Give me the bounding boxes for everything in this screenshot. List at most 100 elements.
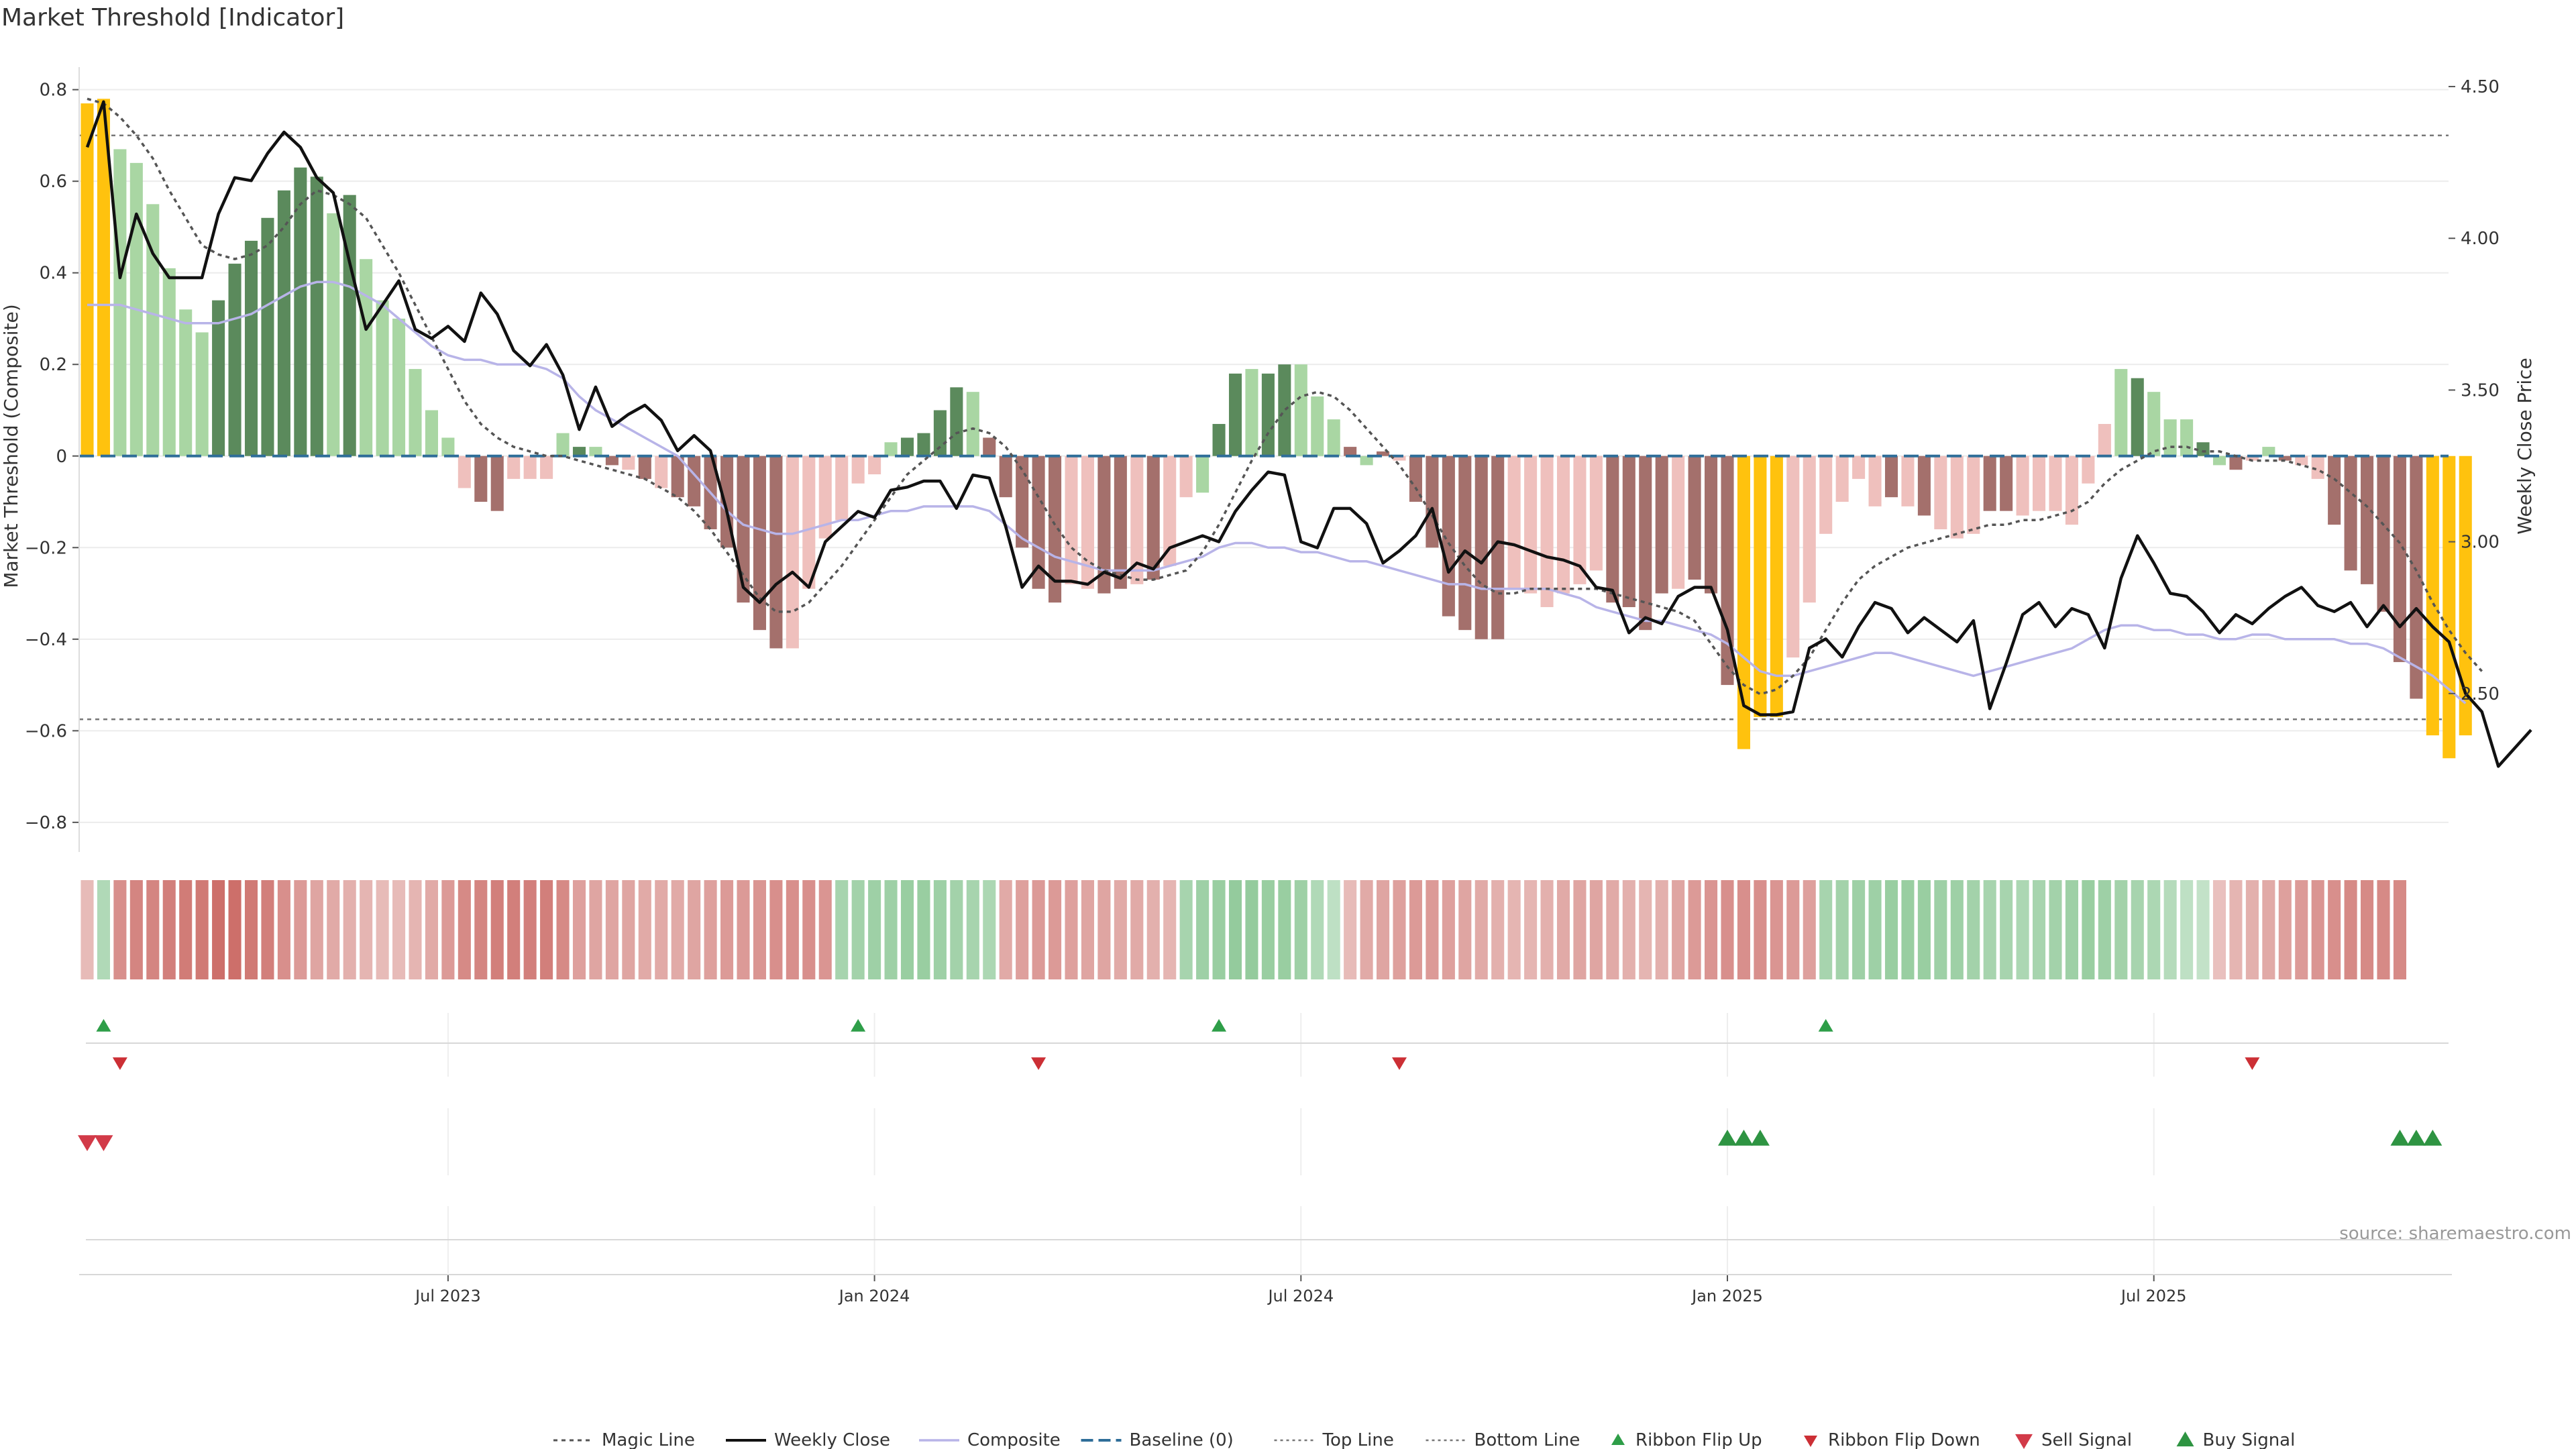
ribbon-flip-down-marker [112, 1057, 127, 1070]
composite-bar [1393, 455, 1406, 461]
ribbon-flip-up-marker [1212, 1019, 1227, 1032]
composite-bar [802, 455, 816, 589]
ribbon-cell [129, 880, 143, 979]
ribbon-cell [2065, 880, 2078, 979]
composite-bar [2131, 378, 2144, 456]
composite-bar [1835, 455, 1849, 502]
composite-bar [1097, 455, 1111, 594]
composite-bar [441, 437, 455, 456]
composite-bar [1934, 455, 1947, 529]
ribbon-cell [1377, 880, 1390, 979]
x-tick-label: Jul 2024 [1267, 1287, 1334, 1305]
y-axis-label: Market Threshold (Composite) [0, 304, 22, 588]
y2-tick-label: 4.00 [2461, 229, 2500, 249]
ribbon-cell [1573, 880, 1587, 979]
composite-bar [1278, 364, 1291, 456]
ribbon-cell [966, 880, 979, 979]
composite-bar [2000, 455, 2013, 511]
ribbon-cell [638, 880, 651, 979]
ribbon-cell [1917, 880, 1931, 979]
ribbon-cell [1278, 880, 1291, 979]
ribbon-cell [2049, 880, 2062, 979]
ribbon-cell [1049, 880, 1062, 979]
composite-bar [2016, 455, 2029, 516]
y-tick-label: 0.8 [40, 80, 67, 101]
ribbon-cell [490, 880, 504, 979]
ribbon-cell [1705, 880, 1718, 979]
composite-bar [474, 455, 488, 502]
legend-marker [2015, 1434, 2033, 1449]
ribbon-cell [999, 880, 1012, 979]
composite-bar [113, 149, 127, 456]
ribbon-cell [146, 880, 160, 979]
composite-bar [1261, 373, 1275, 456]
ribbon-cell [950, 880, 963, 979]
ribbon-flip-up-marker [851, 1019, 866, 1032]
ribbon-cell [2147, 880, 2161, 979]
composite-bar [310, 176, 323, 456]
composite-bar [1016, 455, 1029, 548]
ribbon-cell [1081, 880, 1094, 979]
ribbon-cell [851, 880, 865, 979]
composite-bar [1754, 455, 1767, 717]
composite-bar [622, 455, 635, 470]
composite-bar [1852, 455, 1866, 479]
composite-bar [1524, 455, 1538, 594]
ribbon-cell [818, 880, 832, 979]
ribbon-cell [933, 880, 947, 979]
ribbon-cell [802, 880, 816, 979]
composite-bar [261, 217, 274, 456]
composite-bar [2361, 455, 2374, 584]
composite-bar [2180, 419, 2194, 456]
ribbon-cell [1819, 880, 1833, 979]
composite-bar [2229, 455, 2243, 470]
composite-bar [655, 455, 668, 488]
ribbon-cell [458, 880, 471, 979]
ribbon-cell [228, 880, 241, 979]
composite-bar [1705, 455, 1718, 594]
ribbon-cell [162, 880, 176, 979]
composite-bar [360, 259, 373, 456]
ribbon-cell [622, 880, 635, 979]
buy-signal-marker [2390, 1130, 2410, 1146]
composite-bar [1950, 455, 1964, 539]
y-tick-label: 0.6 [40, 172, 67, 192]
composite-bar [97, 99, 110, 456]
legend-label: Ribbon Flip Down [1828, 1430, 1980, 1449]
magic-line [87, 97, 2483, 696]
ribbon-cell [1950, 880, 1964, 979]
ribbon-cell [360, 880, 373, 979]
ribbon-cell [2377, 880, 2390, 979]
ribbon-cell [753, 880, 766, 979]
y-tick-label: −0.6 [25, 721, 67, 741]
composite-bar [212, 300, 225, 456]
ribbon-flip-up-marker [1818, 1019, 1833, 1032]
ribbon-cell [1179, 880, 1193, 979]
ribbon-cell [1065, 880, 1078, 979]
composite-bar [1294, 364, 1307, 456]
composite-bar [933, 410, 947, 456]
ribbon-cell [441, 880, 455, 979]
ribbon-cell [523, 880, 537, 979]
ribbon-cell [2229, 880, 2243, 979]
composite-bar [2245, 455, 2259, 461]
ribbon-cell [1114, 880, 1127, 979]
composite-bar [884, 442, 898, 456]
ribbon-cell [1540, 880, 1554, 979]
composite-bar [2147, 392, 2161, 456]
ribbon-cell [474, 880, 488, 979]
ribbon-cell [983, 880, 996, 979]
ribbon-cell [1754, 880, 1767, 979]
composite-bar [540, 455, 553, 479]
ribbon-cell [97, 880, 110, 979]
ribbon-cell [737, 880, 750, 979]
ribbon-cell [195, 880, 209, 979]
ribbon-cell [2344, 880, 2357, 979]
ribbon-cell [2016, 880, 2029, 979]
ribbon-cell [1606, 880, 1619, 979]
ribbon-cell [1442, 880, 1455, 979]
composite-bar [753, 455, 766, 631]
ribbon-cell [179, 880, 193, 979]
legend-marker [1611, 1434, 1625, 1445]
ribbon-cell [1393, 880, 1406, 979]
